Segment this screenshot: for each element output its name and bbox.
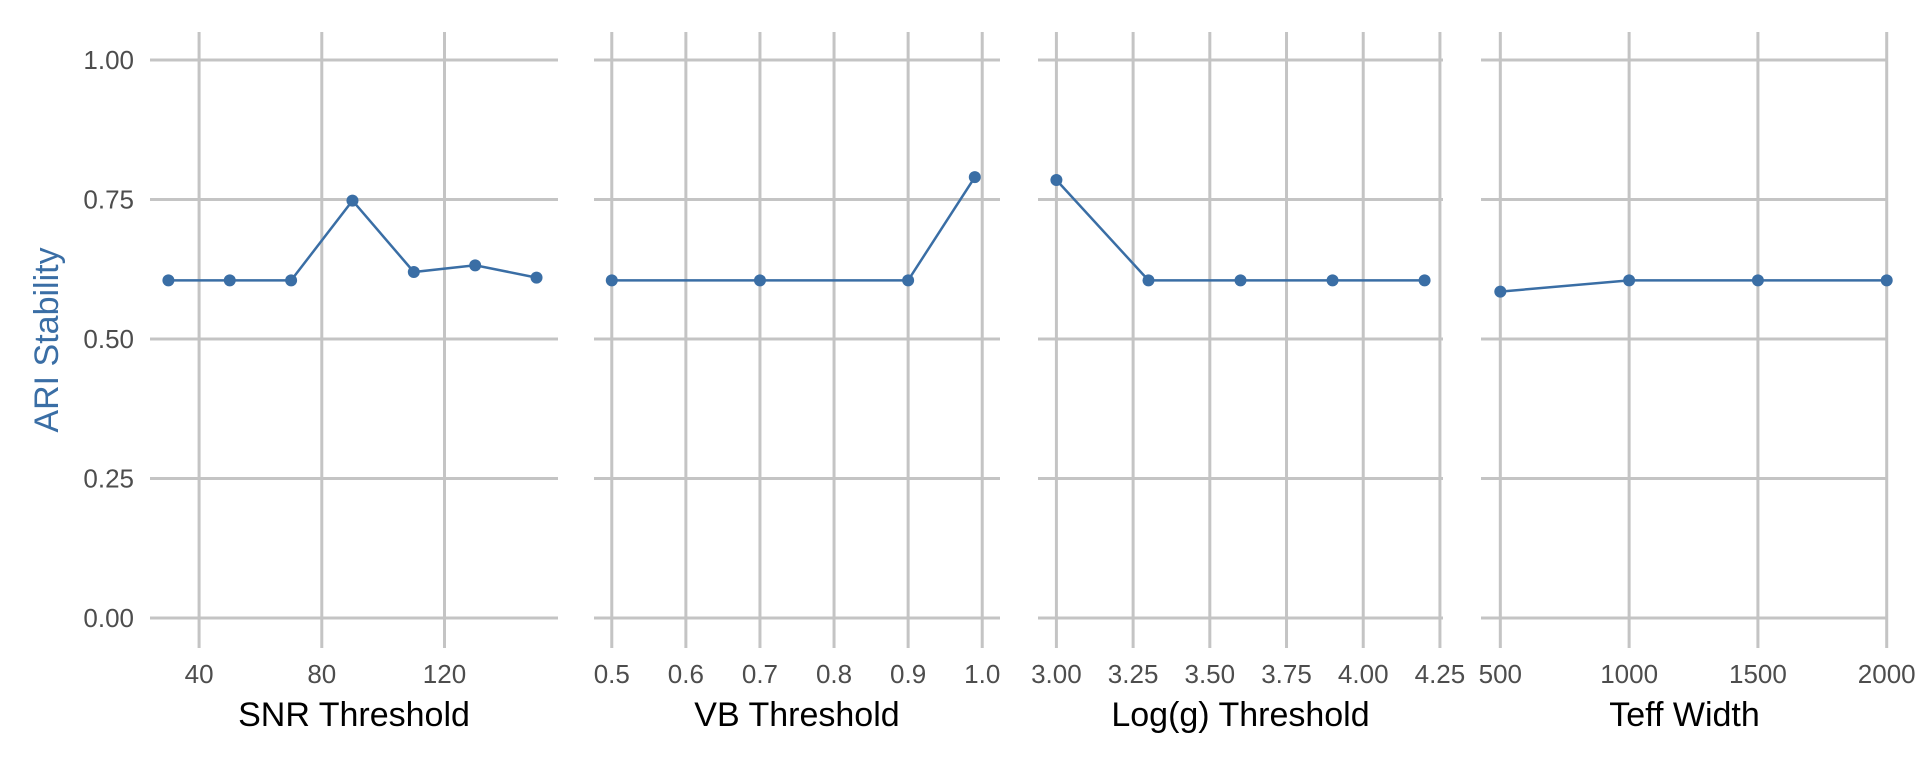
data-point <box>1494 285 1507 298</box>
panel-3: 3.00 3.25 3.50 3.75 4.00 4.25 Log(g) Threshold <box>1031 32 1465 734</box>
x-tick-label: 120 <box>423 659 466 689</box>
data-point <box>1326 274 1339 287</box>
data-point <box>285 274 298 287</box>
x-axis-title: SNR Threshold <box>238 696 470 734</box>
x-tick-label: 3.25 <box>1108 659 1159 689</box>
data-point <box>605 274 618 287</box>
y-tick-label: 0.25 <box>83 464 134 494</box>
data-point <box>1050 173 1063 186</box>
x-axis-title: Teff Width <box>1609 696 1760 734</box>
data-point <box>162 274 175 287</box>
data-point <box>346 194 359 207</box>
data-point <box>1880 274 1893 287</box>
x-tick-label: 3.50 <box>1185 659 1236 689</box>
x-tick-label: 4.25 <box>1415 659 1466 689</box>
panel-2: 0.5 0.6 0.7 0.8 0.9 1.0 VB Threshold <box>594 32 1000 734</box>
data-point <box>1623 274 1636 287</box>
x-tick-label: 500 <box>1479 659 1522 689</box>
data-point <box>968 171 981 184</box>
panel-4: 500 1000 1500 2000 Teff Width <box>1479 32 1916 734</box>
data-point <box>530 271 543 284</box>
panel-1: 40 80 120 SNR Threshold <box>150 32 558 734</box>
x-tick-label: 1000 <box>1600 659 1658 689</box>
x-tick-label: 0.7 <box>742 659 778 689</box>
x-tick-label: 0.9 <box>890 659 926 689</box>
x-tick-label: 0.6 <box>668 659 704 689</box>
y-tick-label: 0.00 <box>83 603 134 633</box>
data-point <box>1234 274 1247 287</box>
y-axis-title: ARI Stability <box>28 247 66 432</box>
y-tick-label: 0.50 <box>83 324 134 354</box>
series-line <box>611 176 976 282</box>
data-point <box>902 274 915 287</box>
data-point <box>469 259 482 272</box>
x-tick-label: 0.8 <box>816 659 852 689</box>
y-tick-label: 0.75 <box>83 185 134 215</box>
x-tick-label: 0.5 <box>594 659 630 689</box>
x-tick-label: 40 <box>185 659 214 689</box>
x-tick-label: 4.00 <box>1338 659 1389 689</box>
series-line <box>1055 179 1425 282</box>
series-line <box>168 198 537 282</box>
x-tick-label: 3.75 <box>1261 659 1312 689</box>
data-point <box>753 274 766 287</box>
x-tick-label: 1.0 <box>964 659 1000 689</box>
x-tick-label: 3.00 <box>1031 659 1082 689</box>
data-point <box>1418 274 1431 287</box>
x-tick-label: 2000 <box>1858 659 1916 689</box>
x-tick-label: 80 <box>307 659 336 689</box>
data-point <box>223 274 236 287</box>
x-tick-label: 1500 <box>1729 659 1787 689</box>
y-tick-label: 1.00 <box>83 45 134 75</box>
x-axis-title: VB Threshold <box>694 696 899 734</box>
x-axis-title: Log(g) Threshold <box>1111 696 1369 734</box>
series-line <box>1500 279 1887 293</box>
data-point <box>407 266 420 279</box>
data-point <box>1142 274 1155 287</box>
data-point <box>1751 274 1764 287</box>
